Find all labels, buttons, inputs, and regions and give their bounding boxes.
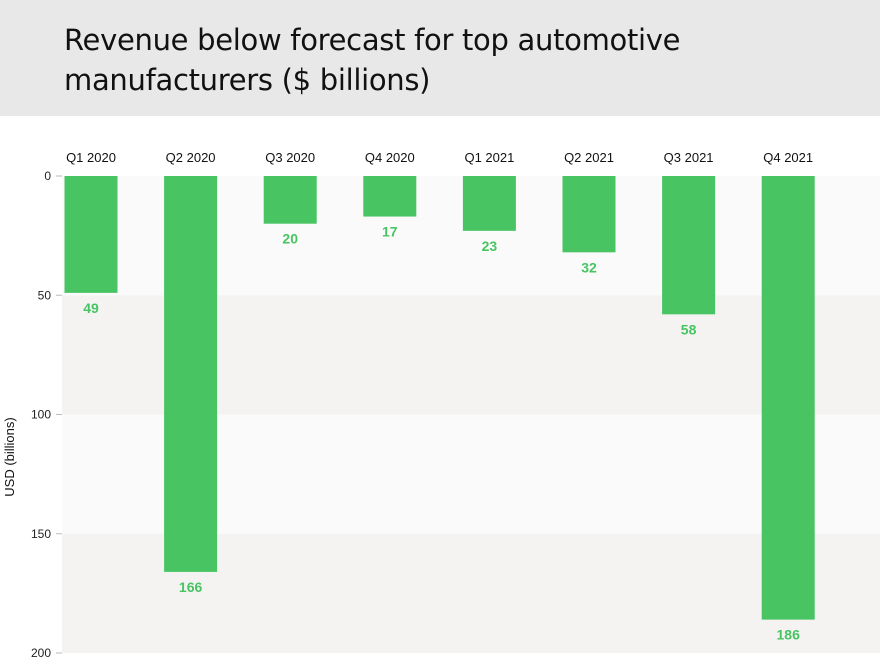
data-labels: 49 166 20 17 23 32 58 186: [83, 224, 800, 643]
category-label: Q4 2020: [365, 150, 415, 165]
bar: [64, 176, 118, 293]
data-label: 23: [482, 238, 498, 254]
category-label: Q3 2021: [664, 150, 714, 165]
category-label: Q1 2020: [66, 150, 116, 165]
data-label: 32: [581, 259, 597, 275]
bar: [662, 176, 716, 315]
y-tick-label: 150: [31, 527, 51, 541]
y-tick-label: 100: [31, 408, 51, 422]
y-tick-label: 200: [31, 646, 51, 660]
bar: [562, 176, 616, 253]
y-tick-label: 50: [38, 288, 52, 302]
data-label: 17: [382, 224, 398, 240]
bar: [761, 176, 815, 620]
category-label: Q2 2021: [564, 150, 614, 165]
data-label: 49: [83, 300, 99, 316]
y-tick-label: 0: [44, 169, 51, 183]
bars: [64, 176, 815, 620]
data-label: 166: [179, 579, 203, 595]
bar: [363, 176, 417, 217]
y-axis-label: USD (billions): [2, 417, 17, 496]
bar-chart: 0 50 100 150 200 Q1 2020 Q2 2020 Q3 2020 Q4 202…: [2, 150, 880, 660]
y-axis-ticks: 0 50 100 150 200: [31, 169, 62, 660]
chart-header: Revenue below forecast for top automotiv…: [0, 0, 880, 116]
bar: [164, 176, 218, 572]
category-label: Q4 2021: [763, 150, 813, 165]
data-label: 186: [777, 627, 801, 643]
data-label: 58: [681, 321, 697, 337]
category-label: Q2 2020: [166, 150, 216, 165]
category-label: Q3 2020: [265, 150, 315, 165]
category-labels: Q1 2020 Q2 2020 Q3 2020 Q4 2020 Q1 2021 Q2 20…: [66, 150, 813, 165]
data-label: 20: [282, 231, 298, 247]
bar: [263, 176, 317, 224]
chart-title: Revenue below forecast for top automotiv…: [64, 23, 681, 97]
category-label: Q1 2021: [464, 150, 514, 165]
bar: [462, 176, 516, 231]
